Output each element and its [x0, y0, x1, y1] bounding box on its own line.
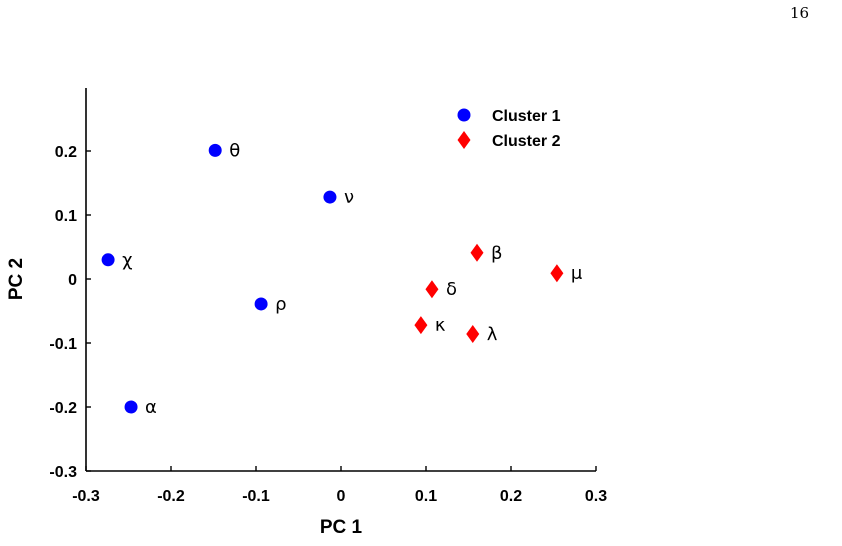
point-label: ν — [344, 187, 354, 208]
point-label: α — [145, 397, 157, 418]
legend-label-2: Cluster 2 — [492, 133, 561, 150]
data-point-diamond — [414, 316, 428, 335]
y-tick-labels: -0.3 -0.2 -0.1 0 0.1 0.2 — [49, 144, 77, 481]
point-label: θ — [229, 140, 240, 161]
y-tick-label: -0.2 — [49, 400, 77, 417]
point-label: β — [491, 243, 503, 264]
x-tick-label: 0.1 — [415, 488, 437, 505]
point-label: κ — [435, 315, 446, 336]
x-tick-label: 0.3 — [585, 488, 607, 505]
point-label: ρ — [275, 294, 286, 315]
data-point-diamond — [550, 264, 564, 283]
data-point-circle — [254, 297, 268, 311]
data-point-circle — [208, 143, 222, 157]
x-tick-label: -0.3 — [72, 488, 100, 505]
x-tick-label: 0.2 — [500, 488, 522, 505]
axis-ticks — [85, 150, 597, 472]
legend-marker-2 — [457, 131, 471, 149]
data-point-diamond — [425, 280, 439, 299]
y-tick-label: 0.1 — [55, 208, 77, 225]
data-points: θ ν χ ρ α β μ δκ λ — [101, 140, 583, 418]
y-tick-label: -0.1 — [49, 336, 77, 353]
x-tick-label: 0 — [337, 488, 346, 505]
point-label: μ — [571, 263, 583, 284]
x-tick-label: -0.1 — [242, 488, 270, 505]
x-tick-labels: -0.3 -0.2 -0.1 0 0.1 0.2 0.3 — [72, 488, 607, 505]
data-point-diamond — [466, 325, 480, 344]
data-point-circle — [323, 190, 337, 204]
x-axis-title: PC 1 — [320, 517, 363, 538]
y-tick-label: 0 — [68, 272, 77, 289]
data-point-circle — [101, 253, 115, 267]
legend-marker-1 — [457, 108, 471, 122]
data-point-circle — [124, 400, 138, 414]
y-tick-label: 0.2 — [55, 144, 77, 161]
y-tick-label: -0.3 — [49, 464, 77, 481]
legend: Cluster 1 Cluster 2 — [457, 108, 561, 150]
y-axis-title: PC 2 — [6, 258, 27, 300]
point-label: λ — [487, 324, 498, 345]
point-label: χ — [122, 250, 132, 271]
page-number: 16 — [790, 4, 810, 22]
x-tick-label: -0.2 — [157, 488, 185, 505]
data-point-diamond — [470, 243, 484, 262]
point-label: δ — [446, 279, 457, 300]
legend-label-1: Cluster 1 — [492, 108, 561, 125]
